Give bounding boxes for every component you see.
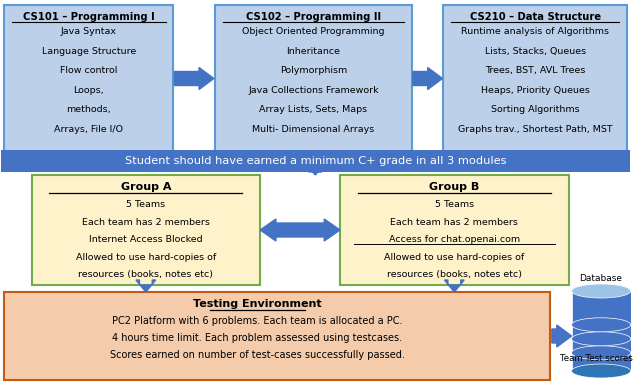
- Text: 4 hours time limit. Each problem assessed using testcases.: 4 hours time limit. Each problem assesse…: [112, 333, 403, 343]
- Polygon shape: [305, 163, 325, 175]
- Text: Student should have earned a minimum C+ grade in all 3 modules: Student should have earned a minimum C+ …: [125, 156, 506, 166]
- Text: PC2 Platform with 6 problems. Each team is allocated a PC.: PC2 Platform with 6 problems. Each team …: [112, 316, 403, 326]
- Text: methods,: methods,: [67, 105, 111, 114]
- Text: Each team has 2 members: Each team has 2 members: [390, 218, 518, 226]
- FancyBboxPatch shape: [1, 150, 630, 172]
- Text: Sorting Algorithms: Sorting Algorithms: [491, 105, 579, 114]
- Text: Language Structure: Language Structure: [42, 47, 136, 55]
- Polygon shape: [175, 67, 214, 89]
- Ellipse shape: [572, 364, 630, 378]
- Text: Group B: Group B: [429, 182, 479, 192]
- Text: 5 Teams: 5 Teams: [435, 200, 474, 209]
- Text: Team Test scores: Team Test scores: [560, 354, 632, 363]
- Text: Database: Database: [580, 274, 623, 283]
- FancyBboxPatch shape: [31, 175, 260, 285]
- Polygon shape: [136, 280, 156, 292]
- Text: Graphs trav., Shortest Path, MST: Graphs trav., Shortest Path, MST: [458, 124, 612, 134]
- Text: Inheritance: Inheritance: [286, 47, 340, 55]
- Text: Runtime analysis of Algorithms: Runtime analysis of Algorithms: [461, 27, 609, 36]
- Text: Heaps, Priority Queues: Heaps, Priority Queues: [481, 85, 589, 94]
- FancyBboxPatch shape: [572, 291, 630, 371]
- FancyBboxPatch shape: [340, 175, 568, 285]
- Text: resources (books, notes etc): resources (books, notes etc): [78, 270, 213, 279]
- Text: Arrays, File I/O: Arrays, File I/O: [54, 124, 123, 134]
- Text: Scores earned on number of test-cases successfully passed.: Scores earned on number of test-cases su…: [110, 350, 404, 360]
- Text: Lists, Stacks, Queues: Lists, Stacks, Queues: [484, 47, 586, 55]
- Text: Java Collections Framework: Java Collections Framework: [248, 85, 379, 94]
- Text: Array Lists, Sets, Maps: Array Lists, Sets, Maps: [259, 105, 367, 114]
- Ellipse shape: [572, 318, 630, 332]
- Text: Trees, BST, AVL Trees: Trees, BST, AVL Trees: [485, 66, 586, 75]
- Text: Multi- Dimensional Arrays: Multi- Dimensional Arrays: [252, 124, 374, 134]
- Polygon shape: [413, 67, 442, 89]
- Text: CS102 – Programming II: CS102 – Programming II: [246, 12, 381, 22]
- Text: Internet Access Blocked: Internet Access Blocked: [89, 235, 203, 244]
- Polygon shape: [552, 325, 572, 347]
- Text: Polymorphism: Polymorphism: [280, 66, 347, 75]
- Ellipse shape: [572, 346, 630, 360]
- FancyBboxPatch shape: [444, 5, 627, 152]
- Text: Group A: Group A: [120, 182, 171, 192]
- Text: Each team has 2 members: Each team has 2 members: [82, 218, 210, 226]
- Text: Flow control: Flow control: [60, 66, 117, 75]
- Text: Java Syntax: Java Syntax: [61, 27, 116, 36]
- Text: 5 Teams: 5 Teams: [126, 200, 165, 209]
- Text: Object Oriented Programming: Object Oriented Programming: [242, 27, 385, 36]
- Ellipse shape: [572, 284, 630, 298]
- Text: CS101 – Programming I: CS101 – Programming I: [23, 12, 155, 22]
- Ellipse shape: [572, 332, 630, 346]
- Text: Access for chat.openai.com: Access for chat.openai.com: [388, 235, 520, 244]
- Text: Allowed to use hard-copies of: Allowed to use hard-copies of: [384, 253, 524, 261]
- Text: Loops,: Loops,: [74, 85, 104, 94]
- Text: resources (books, notes etc): resources (books, notes etc): [387, 270, 522, 279]
- Text: Testing Environment: Testing Environment: [193, 299, 321, 309]
- Text: Allowed to use hard-copies of: Allowed to use hard-copies of: [76, 253, 216, 261]
- Text: CS210 – Data Structure: CS210 – Data Structure: [470, 12, 601, 22]
- FancyBboxPatch shape: [4, 292, 550, 380]
- FancyBboxPatch shape: [4, 5, 173, 152]
- Polygon shape: [260, 219, 340, 241]
- Polygon shape: [444, 280, 464, 292]
- FancyBboxPatch shape: [215, 5, 412, 152]
